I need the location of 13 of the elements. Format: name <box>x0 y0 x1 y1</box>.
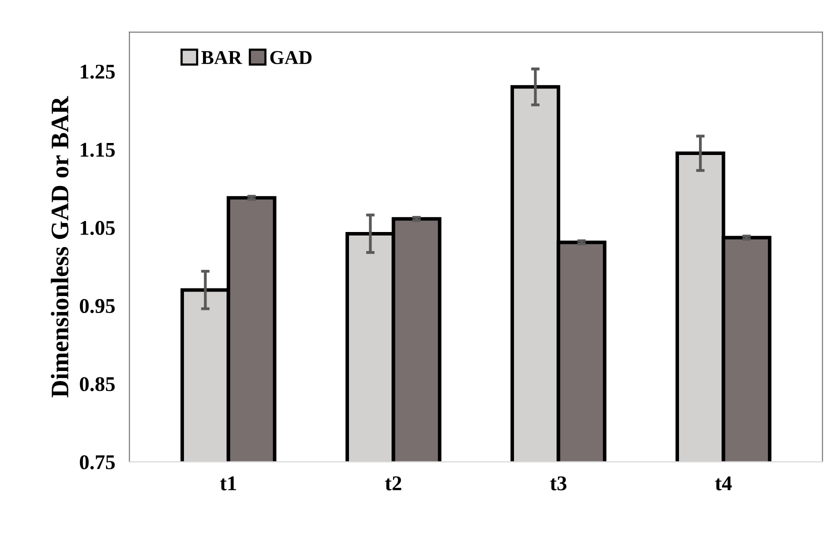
x-tick-label: t4 <box>715 476 732 490</box>
y-tick-label: 0.75 <box>80 455 115 470</box>
x-tick-label: t3 <box>550 476 566 490</box>
y-tick-label: 1.05 <box>80 220 115 236</box>
legend-label: GAD <box>270 51 312 64</box>
x-tick-label: t2 <box>385 476 402 490</box>
x-tick-label: t1 <box>220 476 236 490</box>
y-tick-label: 1.15 <box>80 142 115 157</box>
legend-label: BAR <box>201 51 242 64</box>
y-tick-label: 0.85 <box>80 377 115 392</box>
y-tick-label: 1.25 <box>80 64 115 79</box>
y-axis-title: Dimensionless GAD or BAR <box>50 96 68 398</box>
y-tick-label: 0.95 <box>80 298 115 314</box>
